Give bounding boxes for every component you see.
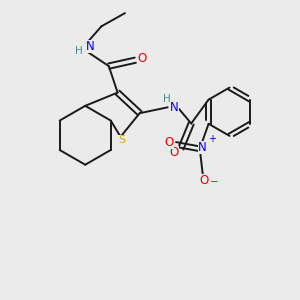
Text: H: H bbox=[163, 94, 171, 104]
Text: +: + bbox=[208, 134, 216, 143]
Text: H: H bbox=[75, 46, 82, 56]
Text: O: O bbox=[200, 174, 209, 187]
Text: −: − bbox=[210, 177, 218, 187]
Text: N: N bbox=[198, 141, 206, 154]
Text: O: O bbox=[137, 52, 146, 65]
Text: N: N bbox=[86, 40, 94, 53]
Text: N: N bbox=[170, 101, 178, 114]
Text: O: O bbox=[164, 136, 174, 149]
Text: S: S bbox=[118, 135, 126, 145]
Text: O: O bbox=[170, 146, 179, 159]
